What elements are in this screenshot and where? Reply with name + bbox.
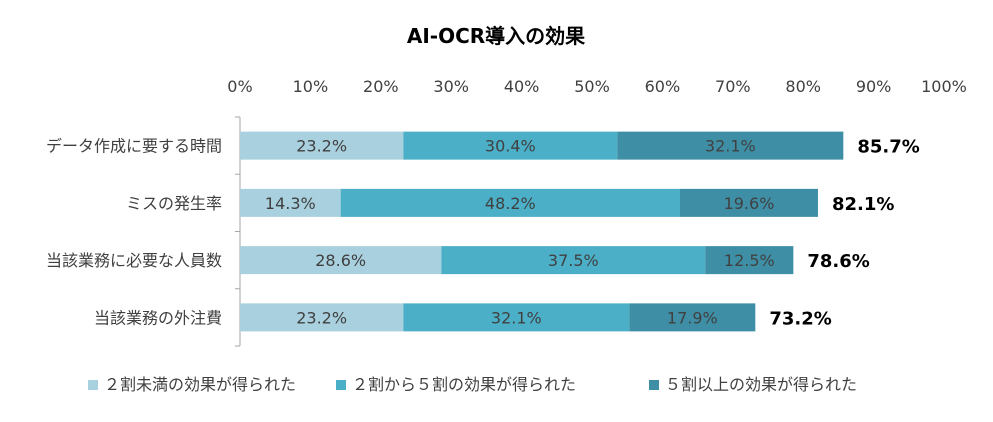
- bar-segment: [240, 188, 341, 217]
- category-label: 当該業務の外注費: [94, 308, 222, 327]
- bar-segment: [629, 303, 756, 332]
- legend-swatch: [649, 380, 659, 390]
- total-label: 82.1%: [832, 194, 894, 215]
- bar-segment: [340, 188, 680, 217]
- category-label: 当該業務に必要な人員数: [46, 251, 222, 270]
- x-tick-label: 80%: [785, 77, 821, 96]
- x-tick-label: 60%: [645, 77, 681, 96]
- legend-label: ２割から５割の効果が得られた: [352, 375, 576, 394]
- bar-segment: [240, 131, 404, 160]
- total-label: 73.2%: [769, 308, 831, 329]
- category-label: データ作成に要する時間: [46, 137, 222, 156]
- x-tick-label: 20%: [363, 77, 399, 96]
- bar-segment: [240, 246, 442, 275]
- data-label: 23.2%: [296, 308, 347, 327]
- category-label: ミスの発生率: [126, 194, 222, 213]
- x-tick-label: 10%: [293, 77, 329, 96]
- data-label: 17.9%: [667, 308, 718, 327]
- x-tick-label: 50%: [574, 77, 610, 96]
- bar-segment: [705, 246, 794, 275]
- x-tick-label: 90%: [856, 77, 892, 96]
- total-label: 78.6%: [807, 251, 869, 272]
- legend-swatch: [88, 380, 98, 390]
- data-label: 30.4%: [485, 137, 536, 156]
- data-label: 32.1%: [491, 308, 542, 327]
- bar-segment: [403, 303, 630, 332]
- bar-segment: [617, 131, 844, 160]
- x-tick-label: 0%: [227, 77, 252, 96]
- x-tick-label: 100%: [921, 77, 967, 96]
- x-tick-label: 40%: [504, 77, 540, 96]
- legend-label: ５割以上の効果が得られた: [665, 375, 857, 394]
- legend-swatch: [336, 380, 346, 390]
- data-label: 32.1%: [705, 137, 756, 156]
- legend-label: ２割未満の効果が得られた: [104, 375, 296, 394]
- data-label: 14.3%: [265, 194, 316, 213]
- chart-title: AI-OCR導入の効果: [407, 24, 585, 48]
- bar-segment: [680, 188, 818, 217]
- data-label: 28.6%: [315, 251, 366, 270]
- bar-segment: [441, 246, 706, 275]
- data-label: 37.5%: [548, 251, 599, 270]
- bar-segment: [403, 131, 618, 160]
- data-label: 19.6%: [724, 194, 775, 213]
- data-label: 23.2%: [296, 137, 347, 156]
- data-label: 12.5%: [724, 251, 775, 270]
- total-label: 85.7%: [857, 137, 919, 158]
- data-label: 48.2%: [485, 194, 536, 213]
- bar-segment: [240, 303, 404, 332]
- x-tick-label: 30%: [433, 77, 469, 96]
- x-tick-label: 70%: [715, 77, 751, 96]
